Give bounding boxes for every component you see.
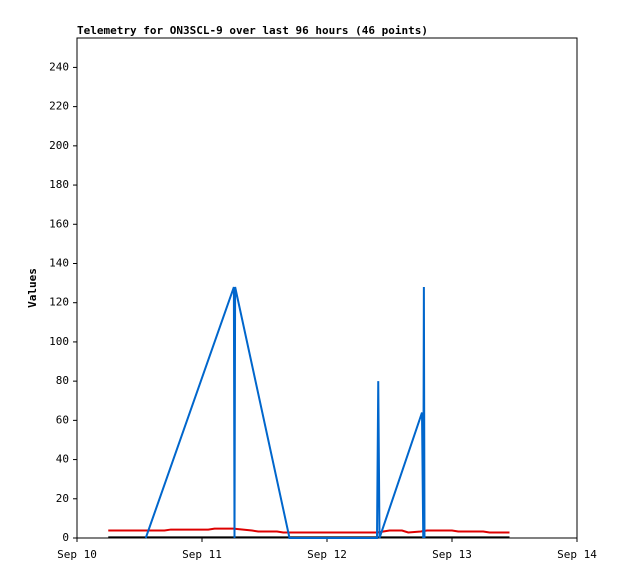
y-axis-label: Values xyxy=(26,268,39,308)
y-tick-label: 200 xyxy=(49,139,69,152)
y-tick-label: 220 xyxy=(49,100,69,113)
y-tick-label: 20 xyxy=(56,492,69,505)
y-tick-label: 60 xyxy=(56,413,69,426)
y-tick-label: 0 xyxy=(62,531,69,544)
y-tick-label: 40 xyxy=(56,453,69,466)
y-tick-label: 140 xyxy=(49,256,69,269)
chart-title: Telemetry for ON3SCL-9 over last 96 hour… xyxy=(77,24,428,37)
y-tick-label: 120 xyxy=(49,296,69,309)
x-tick-label: Sep 10 xyxy=(57,548,97,561)
y-tick-label: 240 xyxy=(49,60,69,73)
x-tick-label: Sep 12 xyxy=(307,548,347,561)
x-tick-label: Sep 13 xyxy=(432,548,472,561)
x-tick-label: Sep 11 xyxy=(182,548,222,561)
y-tick-label: 80 xyxy=(56,374,69,387)
series-line xyxy=(144,286,426,539)
y-tick-label: 100 xyxy=(49,335,69,348)
y-tick-label: 160 xyxy=(49,217,69,230)
x-tick-label: Sep 14 xyxy=(557,548,597,561)
y-tick-label: 180 xyxy=(49,178,69,191)
